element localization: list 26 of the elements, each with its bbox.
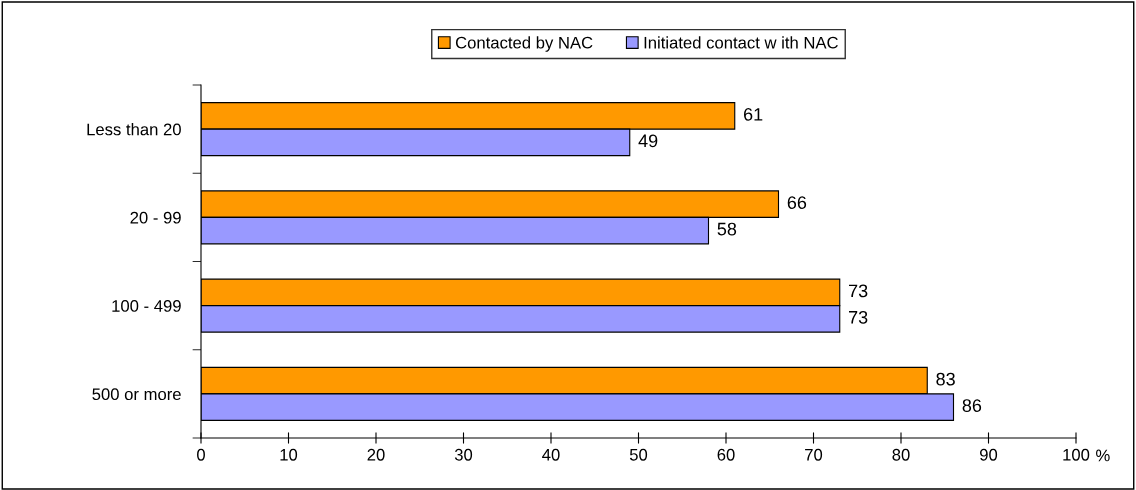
data-label: 66	[787, 196, 807, 209]
data-label: 86	[962, 399, 982, 412]
data-label: 83	[936, 372, 955, 386]
data-label: 49	[638, 134, 658, 148]
y-tick-label: 100 - 499	[112, 300, 181, 312]
x-tick-label: 70	[805, 448, 823, 461]
x-tick-label: 40	[542, 448, 560, 461]
y-tick-label: Less than 20	[87, 123, 181, 136]
x-tick-label: 60	[717, 448, 735, 461]
data-label: 58	[717, 222, 737, 236]
x-axis-title: %	[1096, 449, 1110, 462]
data-label: 73	[849, 310, 868, 324]
legend-label: Initiated contact w ith NAC	[644, 36, 838, 49]
x-tick-label: 0	[197, 448, 205, 461]
x-tick-label: 30	[454, 448, 473, 461]
x-tick-label: 50	[629, 448, 648, 461]
legend-label: Contacted by NAC	[455, 36, 593, 52]
x-tick-label: 10	[280, 448, 298, 461]
data-label: 61	[744, 107, 763, 121]
x-tick-label: 90	[980, 448, 998, 461]
x-tick-label: 100	[1063, 448, 1090, 461]
y-tick-label: 20 - 99	[130, 211, 181, 224]
x-tick-label: 20	[367, 448, 385, 461]
x-tick-label: 80	[892, 448, 910, 461]
y-tick-label: 500 or more	[92, 388, 181, 401]
data-label: 73	[849, 284, 868, 298]
